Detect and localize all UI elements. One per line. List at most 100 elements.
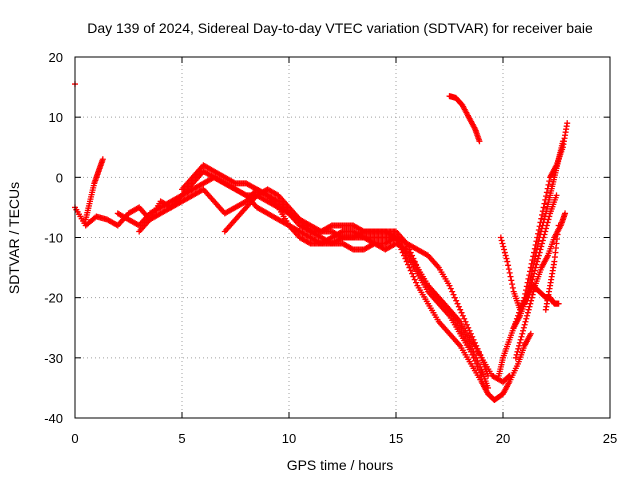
data-point xyxy=(410,273,417,280)
data-point xyxy=(477,369,484,376)
series-s4 xyxy=(179,162,513,385)
data-point xyxy=(413,261,420,268)
data-point xyxy=(532,264,539,271)
x-tick-label: 0 xyxy=(71,431,78,446)
data-point xyxy=(505,262,512,269)
data-point xyxy=(516,339,523,346)
data-point xyxy=(530,260,537,267)
data-point xyxy=(407,267,414,274)
data-point xyxy=(471,357,478,364)
data-point xyxy=(410,255,417,262)
data-point xyxy=(501,249,508,256)
data-point xyxy=(338,229,345,236)
data-point xyxy=(471,339,478,346)
data-point xyxy=(406,264,413,271)
data-point xyxy=(134,205,141,212)
y-tick-label: -10 xyxy=(44,231,63,246)
y-tick-label: -20 xyxy=(44,291,63,306)
data-point xyxy=(499,240,506,247)
data-point xyxy=(562,210,569,217)
data-point xyxy=(457,306,464,313)
data-point xyxy=(461,315,468,322)
data-point xyxy=(524,309,531,316)
data-point xyxy=(497,234,504,241)
data-point xyxy=(503,255,510,262)
data-point xyxy=(306,239,313,246)
data-point xyxy=(530,273,537,280)
data-point xyxy=(514,348,521,355)
data-point xyxy=(527,330,534,337)
data-point xyxy=(447,285,454,292)
series-s5 xyxy=(221,186,492,379)
data-point xyxy=(546,213,553,220)
data-point xyxy=(446,282,453,289)
series-s14 xyxy=(542,222,562,313)
data-point xyxy=(522,318,529,325)
data-point xyxy=(134,221,141,228)
data-point xyxy=(199,187,206,194)
data-point xyxy=(458,309,465,316)
data-point xyxy=(542,228,549,235)
data-point xyxy=(455,303,462,310)
data-point xyxy=(535,252,542,259)
data-point xyxy=(545,216,552,223)
y-tick-label: -40 xyxy=(44,411,63,426)
data-point xyxy=(527,300,534,307)
data-point xyxy=(541,200,548,207)
data-point xyxy=(501,246,508,253)
data-point xyxy=(515,345,522,352)
data-point xyxy=(465,324,472,331)
data-point xyxy=(99,156,106,163)
data-point xyxy=(463,321,470,328)
data-point xyxy=(454,300,461,307)
data-point xyxy=(449,288,456,295)
data-point xyxy=(508,277,515,284)
data-point xyxy=(541,231,548,238)
data-point xyxy=(535,255,542,262)
data-point xyxy=(553,192,560,199)
data-point xyxy=(538,243,545,250)
y-tick-label: 10 xyxy=(49,110,63,125)
data-point xyxy=(409,270,416,277)
data-point xyxy=(485,384,492,391)
data-point xyxy=(534,258,541,265)
y-axis-label: SDTVAR / TECUs xyxy=(6,182,22,294)
chart-title: Day 139 of 2024, Sidereal Day-to-day VTE… xyxy=(87,20,593,36)
x-tick-label: 10 xyxy=(282,431,296,446)
data-point xyxy=(411,276,418,283)
data-point xyxy=(512,354,519,361)
data-point xyxy=(475,366,482,373)
data-point xyxy=(509,284,516,291)
data-point xyxy=(459,312,466,319)
data-point xyxy=(539,240,546,247)
data-points xyxy=(72,81,571,403)
data-point xyxy=(538,215,545,222)
data-point xyxy=(474,363,481,370)
data-point xyxy=(370,241,377,248)
data-point xyxy=(500,243,507,250)
data-point xyxy=(338,235,345,242)
plot-frame xyxy=(74,56,611,419)
data-point xyxy=(533,261,540,268)
data-point xyxy=(502,252,509,259)
y-tick-label: 0 xyxy=(56,170,63,185)
x-tick-label: 15 xyxy=(389,431,403,446)
data-point xyxy=(513,351,520,358)
data-point xyxy=(509,281,516,288)
data-point xyxy=(327,239,334,246)
data-point xyxy=(506,372,513,379)
data-point xyxy=(485,372,492,379)
data-point xyxy=(543,189,550,196)
series-s1 xyxy=(72,174,534,403)
data-point xyxy=(525,306,532,313)
data-point xyxy=(516,342,523,349)
data-point xyxy=(451,294,458,301)
data-point xyxy=(517,336,524,343)
data-point xyxy=(534,242,541,249)
data-point xyxy=(540,234,547,241)
data-point xyxy=(113,221,120,228)
y-tick-label: -30 xyxy=(44,351,63,366)
data-point xyxy=(523,315,530,322)
data-point xyxy=(413,279,420,286)
data-point xyxy=(476,138,483,145)
